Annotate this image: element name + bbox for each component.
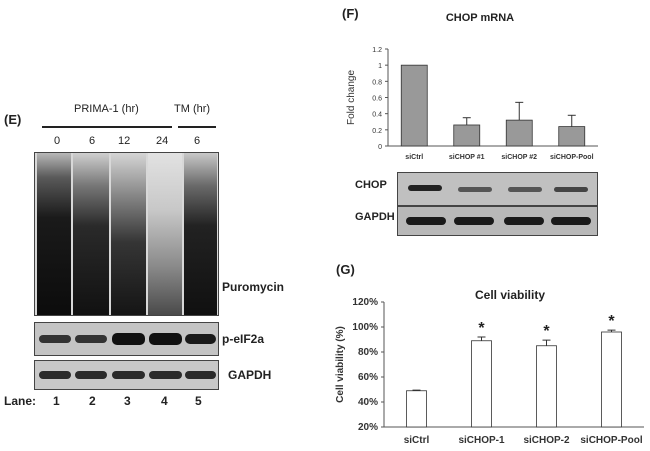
tm-bracket-line bbox=[178, 126, 216, 128]
chop-band bbox=[408, 185, 442, 191]
y-tick-label: 1 bbox=[378, 63, 382, 70]
bar bbox=[536, 345, 557, 428]
lane-number: 1 bbox=[53, 394, 60, 408]
category-label: siCtrl bbox=[405, 154, 423, 161]
chop-blot bbox=[397, 172, 598, 206]
y-tick-label: 0.2 bbox=[372, 128, 382, 135]
gapdh-blot-f bbox=[397, 206, 598, 236]
timepoint-label: 0 bbox=[54, 135, 61, 147]
lane-number: 3 bbox=[124, 394, 131, 408]
panel-f-label: (F) bbox=[342, 6, 359, 21]
timepoint-label: 6 bbox=[89, 135, 96, 147]
bar bbox=[601, 331, 622, 428]
timepoint-label: 24 bbox=[156, 135, 169, 147]
gapdh-band bbox=[39, 371, 71, 379]
gapdh-band bbox=[185, 371, 216, 379]
peif2a-band bbox=[149, 333, 182, 345]
peif2a-band bbox=[39, 335, 71, 343]
bar bbox=[471, 340, 492, 428]
lane-number: 4 bbox=[161, 394, 168, 408]
peif2a-blot bbox=[34, 322, 219, 356]
y-tick-label: 20% bbox=[358, 422, 378, 433]
y-tick-label: 0.8 bbox=[372, 79, 382, 86]
prima-time-label: PRIMA-1 (hr) bbox=[74, 103, 139, 115]
gapdh-band bbox=[149, 371, 182, 379]
y-axis-label: Cell viability (%) bbox=[335, 326, 346, 403]
y-tick-label: 40% bbox=[358, 397, 378, 408]
y-tick-label: 1.2 bbox=[372, 47, 382, 54]
peif2a-label: p-eIF2a bbox=[222, 332, 265, 346]
lane-number: 2 bbox=[89, 394, 96, 408]
gapdh-band bbox=[551, 217, 591, 225]
bar bbox=[400, 64, 428, 147]
timepoint-label: 12 bbox=[118, 135, 131, 147]
gapdh-band bbox=[454, 217, 494, 225]
peif2a-band bbox=[185, 334, 216, 344]
y-axis-label: Fold change bbox=[346, 70, 357, 125]
puromycin-lane-2 bbox=[73, 153, 109, 315]
chop-band bbox=[508, 187, 542, 192]
puromycin-lane-1 bbox=[37, 153, 71, 315]
gapdh-band bbox=[75, 371, 107, 379]
puromycin-label: Puromycin bbox=[222, 280, 285, 294]
y-tick-label: 0.6 bbox=[372, 96, 382, 103]
category-label: siCHOP-Pool bbox=[580, 435, 642, 446]
y-tick-label: 60% bbox=[358, 372, 378, 383]
lane-label: Lane: bbox=[4, 394, 37, 408]
lane-number: 5 bbox=[195, 394, 202, 408]
chop-blot-label: CHOP bbox=[355, 179, 387, 191]
tm-time-label: TM (hr) bbox=[174, 103, 211, 115]
panel-e-label: (E) bbox=[4, 112, 22, 127]
y-tick-label: 0.4 bbox=[372, 112, 382, 119]
category-label: siCtrl bbox=[404, 435, 430, 446]
panel-g-label: (G) bbox=[336, 262, 355, 277]
gapdh-band bbox=[406, 217, 446, 225]
gapdh-band bbox=[504, 217, 544, 225]
y-tick-label: 120% bbox=[352, 297, 378, 308]
bar bbox=[505, 119, 533, 147]
gapdh-blot-e bbox=[34, 360, 219, 390]
gapdh-blot-f-label: GAPDH bbox=[355, 211, 395, 223]
puromycin-blot bbox=[34, 152, 219, 316]
category-label: siCHOP-2 bbox=[523, 435, 570, 446]
category-label: siCHOP-Pool bbox=[550, 154, 594, 161]
category-label: siCHOP-1 bbox=[458, 435, 505, 446]
gapdh-band bbox=[112, 371, 145, 379]
y-tick-label: 100% bbox=[352, 322, 378, 333]
chart-title: Cell viability bbox=[475, 288, 545, 302]
chop-band bbox=[458, 187, 492, 192]
chop-band bbox=[554, 187, 588, 192]
significance-marker: * bbox=[608, 313, 615, 330]
prima-bracket-line bbox=[42, 126, 172, 128]
bar bbox=[406, 390, 427, 428]
significance-marker: * bbox=[543, 323, 550, 340]
puromycin-lane-4 bbox=[148, 153, 182, 315]
puromycin-lane-5 bbox=[184, 153, 217, 315]
category-label: siCHOP #1 bbox=[449, 154, 485, 161]
significance-marker: * bbox=[478, 320, 485, 337]
timepoint-label: 6 bbox=[194, 135, 201, 147]
category-label: siCHOP #2 bbox=[501, 154, 537, 161]
y-tick-label: 80% bbox=[358, 347, 378, 358]
peif2a-band bbox=[112, 333, 145, 345]
puromycin-lane-3 bbox=[111, 153, 146, 315]
y-tick-label: 0 bbox=[378, 144, 382, 151]
gapdh-label-e: GAPDH bbox=[228, 368, 272, 382]
peif2a-band bbox=[75, 335, 107, 343]
chart-title: CHOP mRNA bbox=[446, 12, 514, 24]
